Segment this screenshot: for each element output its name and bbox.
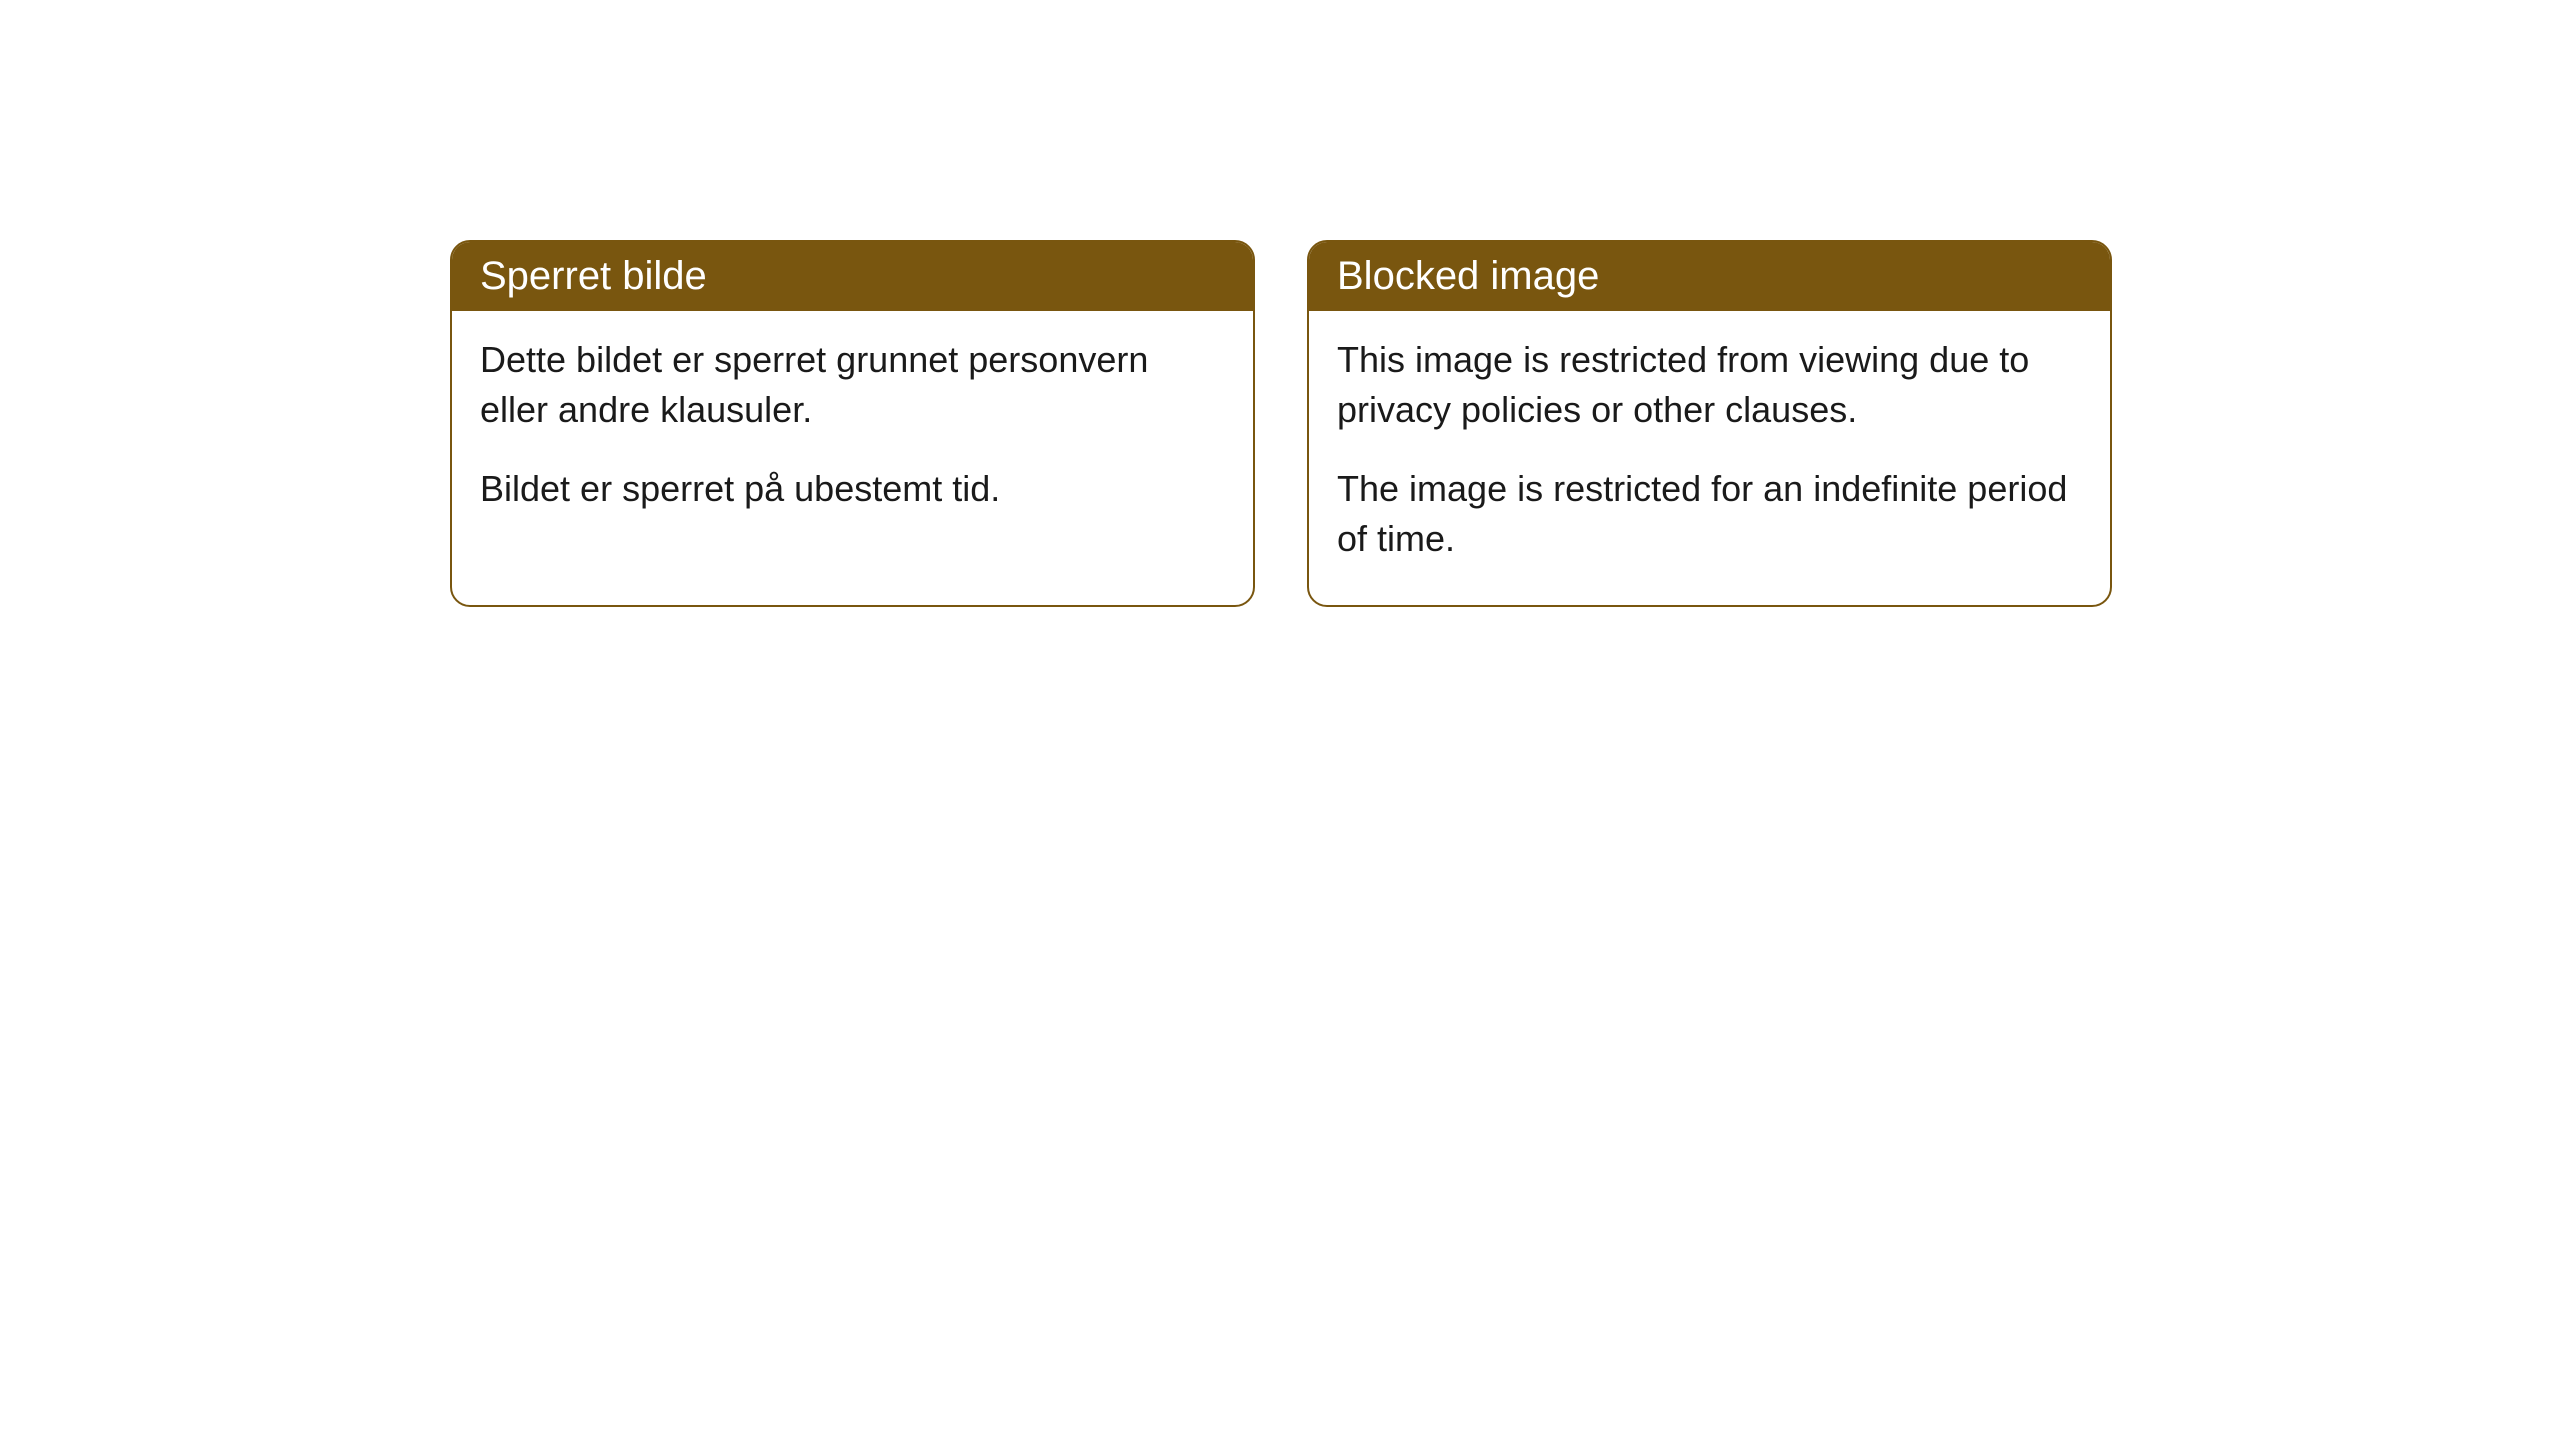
card-body: This image is restricted from viewing du… <box>1309 311 2110 605</box>
card-paragraph: Dette bildet er sperret grunnet personve… <box>480 335 1225 436</box>
card-body: Dette bildet er sperret grunnet personve… <box>452 311 1253 554</box>
card-paragraph: This image is restricted from viewing du… <box>1337 335 2082 436</box>
notice-cards-container: Sperret bilde Dette bildet er sperret gr… <box>450 240 2112 607</box>
card-paragraph: Bildet er sperret på ubestemt tid. <box>480 464 1225 514</box>
card-paragraph: The image is restricted for an indefinit… <box>1337 464 2082 565</box>
card-header: Blocked image <box>1309 242 2110 311</box>
card-title: Sperret bilde <box>480 254 707 298</box>
notice-card-english: Blocked image This image is restricted f… <box>1307 240 2112 607</box>
notice-card-norwegian: Sperret bilde Dette bildet er sperret gr… <box>450 240 1255 607</box>
card-title: Blocked image <box>1337 254 1599 298</box>
card-header: Sperret bilde <box>452 242 1253 311</box>
